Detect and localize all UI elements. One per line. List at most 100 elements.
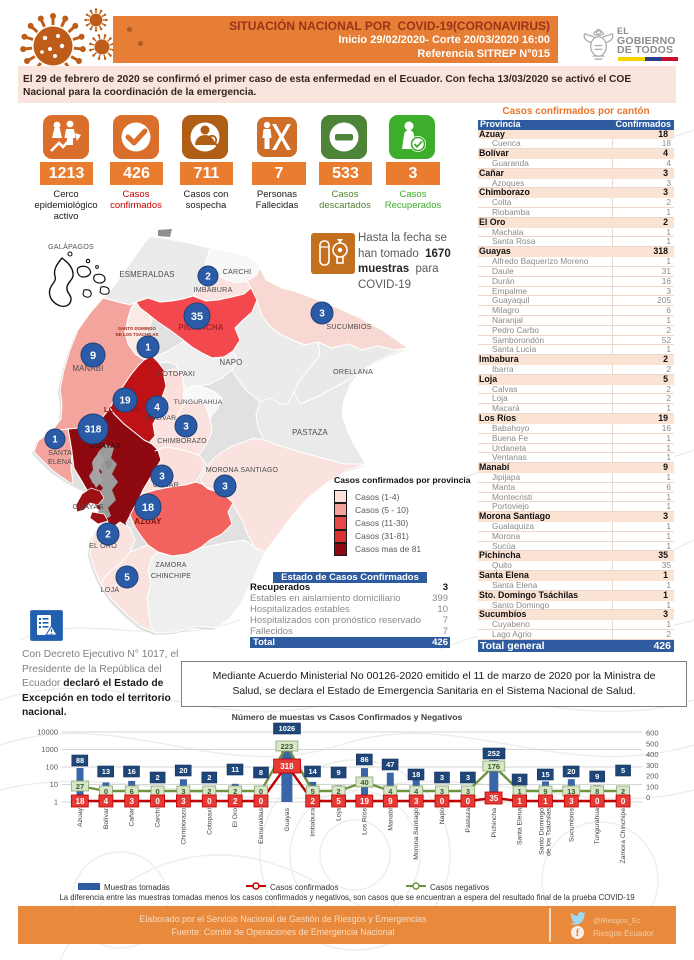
svg-text:2: 2 — [207, 773, 211, 782]
svg-text:SANTO DOMINGO: SANTO DOMINGO — [118, 326, 157, 331]
svg-text:3: 3 — [181, 787, 185, 796]
svg-text:4: 4 — [104, 797, 109, 806]
svg-text:SANTA: SANTA — [48, 450, 72, 457]
svg-text:3: 3 — [569, 797, 574, 806]
svg-text:DE LOS TSACHILAS: DE LOS TSACHILAS — [116, 332, 159, 337]
svg-text:14: 14 — [309, 767, 318, 776]
svg-text:600: 600 — [646, 729, 659, 738]
svg-text:Imbabura: Imbabura — [310, 808, 317, 837]
svg-text:0: 0 — [156, 787, 160, 796]
svg-text:Loja: Loja — [336, 808, 343, 821]
svg-text:Pastaza: Pastaza — [465, 808, 472, 833]
svg-text:Napo: Napo — [439, 808, 446, 824]
svg-text:Manabí: Manabí — [387, 808, 394, 831]
svg-text:27: 27 — [76, 782, 84, 791]
svg-text:1: 1 — [543, 797, 548, 806]
svg-text:ORELLANA: ORELLANA — [333, 367, 373, 376]
svg-text:Santa Elena: Santa Elena — [517, 808, 524, 845]
svg-text:18: 18 — [76, 797, 85, 806]
svg-text:40: 40 — [360, 778, 368, 787]
svg-text:TUNGURAHUA: TUNGURAHUA — [174, 399, 223, 406]
svg-text:318: 318 — [280, 762, 294, 771]
svg-text:PASTAZA: PASTAZA — [292, 428, 328, 437]
svg-text:9: 9 — [543, 787, 547, 796]
svg-text:Muestras tomadas: Muestras tomadas — [104, 883, 170, 892]
svg-text:GUAYAS: GUAYAS — [89, 441, 121, 450]
svg-text:Los Ríos: Los Ríos — [362, 807, 369, 834]
svg-text:0: 0 — [621, 797, 626, 806]
svg-text:4: 4 — [154, 403, 160, 414]
svg-text:de los Tsáchilas: de los Tsáchilas — [546, 807, 553, 855]
svg-text:88: 88 — [76, 756, 84, 765]
svg-text:5: 5 — [336, 797, 341, 806]
svg-text:0: 0 — [466, 797, 471, 806]
svg-text:3: 3 — [440, 787, 444, 796]
svg-text:1: 1 — [518, 787, 522, 796]
svg-text:47: 47 — [386, 760, 394, 769]
svg-text:400: 400 — [646, 750, 659, 759]
svg-text:f: f — [576, 928, 580, 939]
svg-text:0: 0 — [259, 797, 264, 806]
svg-text:3: 3 — [181, 797, 186, 806]
svg-text:CHINCHIPE: CHINCHIPE — [151, 573, 191, 580]
svg-text:3: 3 — [518, 775, 522, 784]
svg-text:2: 2 — [310, 797, 315, 806]
svg-text:0: 0 — [595, 797, 600, 806]
svg-text:3: 3 — [222, 482, 228, 493]
svg-text:8: 8 — [259, 768, 263, 777]
svg-text:4: 4 — [388, 787, 393, 796]
svg-text:5: 5 — [124, 573, 130, 584]
svg-text:10000: 10000 — [37, 728, 58, 737]
svg-text:ESMERALDAS: ESMERALDAS — [119, 270, 174, 279]
svg-text:2: 2 — [105, 530, 111, 541]
svg-text:GALÁPAGOS: GALÁPAGOS — [48, 242, 94, 251]
svg-text:SUCUMBIOS: SUCUMBIOS — [326, 322, 371, 331]
svg-text:GUAYAS: GUAYAS — [72, 502, 103, 511]
svg-text:Casos negativos: Casos negativos — [430, 883, 489, 892]
svg-text:MORONA SANTIAGO: MORONA SANTIAGO — [206, 467, 279, 474]
svg-text:2: 2 — [337, 787, 341, 796]
svg-text:NAPO: NAPO — [220, 358, 243, 367]
svg-text:20: 20 — [179, 766, 187, 775]
svg-text:86: 86 — [360, 755, 368, 764]
svg-text:BOLIVAR: BOLIVAR — [146, 415, 176, 422]
svg-text:Bolívar: Bolívar — [103, 807, 110, 829]
svg-text:13: 13 — [567, 787, 575, 796]
svg-text:318: 318 — [85, 425, 102, 436]
svg-text:1: 1 — [54, 798, 58, 807]
svg-text:COTOPAXI: COTOPAXI — [157, 369, 195, 378]
svg-text:2: 2 — [233, 787, 237, 796]
svg-text:35: 35 — [489, 794, 498, 803]
svg-text:10: 10 — [50, 780, 58, 789]
svg-text:EL ORO: EL ORO — [89, 541, 117, 550]
svg-text:Pichincha: Pichincha — [491, 808, 498, 838]
svg-text:16: 16 — [128, 767, 136, 776]
svg-text:9: 9 — [388, 797, 393, 806]
svg-text:1000: 1000 — [41, 745, 58, 754]
svg-text:9: 9 — [90, 350, 96, 362]
svg-text:9: 9 — [337, 768, 341, 777]
svg-text:100: 100 — [646, 782, 659, 791]
svg-text:LOJA: LOJA — [101, 585, 120, 594]
svg-text:Cañar: Cañar — [129, 807, 136, 826]
svg-text:3: 3 — [466, 787, 470, 796]
svg-text:3: 3 — [129, 797, 134, 806]
svg-text:0: 0 — [259, 787, 263, 796]
svg-text:15: 15 — [541, 770, 549, 779]
svg-text:19: 19 — [119, 396, 131, 407]
svg-text:2: 2 — [233, 797, 238, 806]
svg-text:2: 2 — [205, 272, 211, 283]
svg-text:6: 6 — [130, 787, 134, 796]
svg-text:El Oro: El Oro — [232, 808, 239, 827]
svg-text:Casos confirmados: Casos confirmados — [270, 883, 338, 892]
svg-text:223: 223 — [281, 742, 294, 751]
svg-text:Sucumbíos: Sucumbíos — [568, 807, 575, 842]
svg-text:Tungurahua: Tungurahua — [594, 808, 601, 845]
svg-text:Chimborazo: Chimborazo — [180, 808, 187, 845]
svg-text:200: 200 — [646, 772, 659, 781]
svg-text:3: 3 — [319, 309, 325, 320]
svg-text:3: 3 — [466, 773, 470, 782]
svg-text:252: 252 — [488, 749, 501, 758]
svg-text:IMBABURA: IMBABURA — [193, 285, 232, 294]
svg-text:Azuay: Azuay — [77, 807, 84, 826]
